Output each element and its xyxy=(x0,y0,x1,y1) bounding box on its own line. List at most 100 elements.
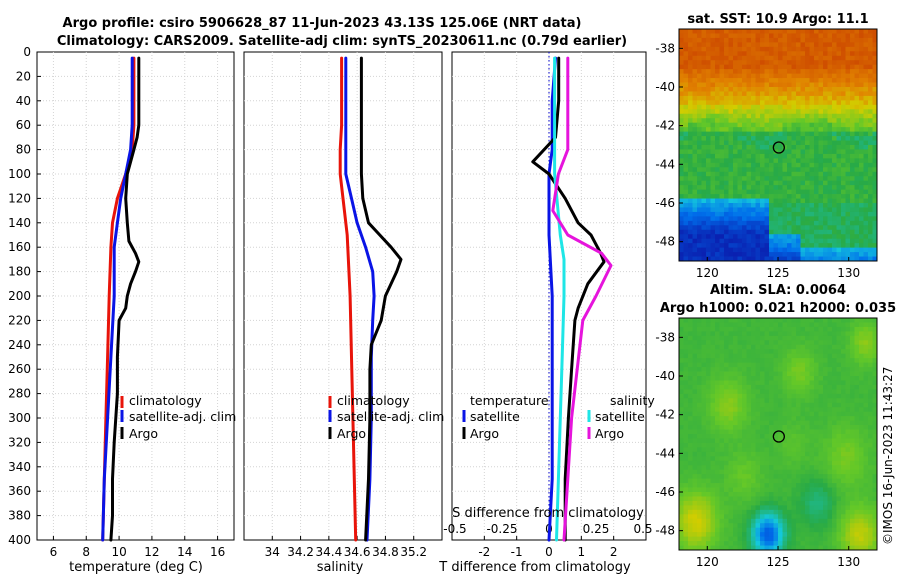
map-cell xyxy=(845,153,851,159)
map-cell xyxy=(778,371,783,377)
map-cell xyxy=(791,527,797,533)
map-cell xyxy=(863,60,869,66)
map-cell xyxy=(832,171,837,177)
map-cell xyxy=(863,536,869,542)
map-cell xyxy=(697,176,702,182)
map-cell xyxy=(845,509,851,515)
map-cell xyxy=(746,340,752,346)
map-cell xyxy=(800,483,806,488)
map-cell xyxy=(796,149,801,155)
map-cell xyxy=(836,380,842,386)
map-cell xyxy=(706,118,711,124)
map-cell xyxy=(827,220,833,226)
map-cell xyxy=(868,216,873,222)
map-cell xyxy=(823,234,828,240)
map-cell xyxy=(746,358,752,364)
map-cell xyxy=(773,420,779,426)
map-cell xyxy=(832,100,837,106)
map-cell xyxy=(733,340,738,346)
map-cell xyxy=(688,64,693,70)
map-cell xyxy=(850,384,855,390)
map-cell xyxy=(764,33,770,39)
map-cell xyxy=(814,167,819,173)
map-cell xyxy=(710,483,716,488)
map-cell xyxy=(710,60,716,66)
map-cell xyxy=(782,91,788,97)
map-cell xyxy=(724,113,729,119)
map-cell xyxy=(683,198,689,204)
map-cell xyxy=(760,469,765,475)
map-cell xyxy=(688,460,693,466)
map-cell xyxy=(841,389,846,395)
map-cell xyxy=(827,331,833,337)
map-cell xyxy=(827,145,833,150)
map-cell xyxy=(854,393,860,399)
map-cell xyxy=(782,371,788,377)
map-cell xyxy=(809,176,815,182)
map-cell xyxy=(787,322,792,328)
map-cell xyxy=(733,216,738,222)
map-cell xyxy=(818,429,824,435)
map-cell xyxy=(688,127,693,133)
map-cell xyxy=(728,358,734,364)
map-cell xyxy=(692,104,698,110)
map-cell xyxy=(872,532,877,538)
map-cell xyxy=(787,171,792,177)
map-cell xyxy=(859,331,864,337)
map-cell xyxy=(872,340,877,346)
map-cell xyxy=(791,42,797,48)
map-cell xyxy=(701,189,707,195)
map-cell xyxy=(724,349,729,355)
map-cell xyxy=(818,149,824,155)
map-cell xyxy=(755,37,761,43)
map-cell xyxy=(751,113,756,119)
map-cell xyxy=(701,505,707,511)
map-cell xyxy=(863,194,869,199)
map-cell xyxy=(737,505,743,511)
map-cell xyxy=(823,335,828,341)
map-cell xyxy=(769,447,774,453)
map-cell xyxy=(697,243,702,249)
map-cell xyxy=(746,140,752,146)
map-cell xyxy=(737,349,743,355)
map-cell xyxy=(697,416,702,422)
map-cell xyxy=(818,340,824,346)
map-cell xyxy=(719,425,725,430)
map-cell xyxy=(769,220,774,226)
map-cell xyxy=(841,340,846,346)
map-cell xyxy=(800,326,806,332)
map-cell xyxy=(863,460,869,466)
map-cell xyxy=(710,456,716,462)
map-cell xyxy=(679,474,684,480)
map-cell xyxy=(805,425,810,430)
x-tick-label: 14 xyxy=(177,545,192,559)
map-cell xyxy=(706,358,711,364)
map-cell xyxy=(827,198,833,204)
map-cell xyxy=(715,229,720,235)
map-cell xyxy=(679,55,684,61)
map-cell xyxy=(769,434,774,439)
map-cell xyxy=(787,505,792,511)
map-cell xyxy=(863,42,869,48)
map-cell xyxy=(823,411,828,417)
map-cell xyxy=(679,402,684,408)
map-cell xyxy=(692,78,698,83)
map-cell xyxy=(755,402,761,408)
map-cell xyxy=(814,220,819,226)
map-cell xyxy=(706,478,711,484)
map-cell xyxy=(697,91,702,97)
map-cell xyxy=(850,518,855,524)
map-cell xyxy=(751,505,756,511)
map-cell xyxy=(701,541,707,546)
map-cell xyxy=(683,532,689,538)
map-cell xyxy=(733,82,738,88)
map-cell xyxy=(746,376,752,381)
map-cell xyxy=(724,492,729,497)
map-cell xyxy=(746,104,752,110)
map-cell xyxy=(872,518,877,524)
map-cell xyxy=(764,447,770,453)
map-cell xyxy=(715,509,720,515)
map-cell xyxy=(778,203,783,208)
map-cell xyxy=(683,95,689,101)
map-cell xyxy=(800,167,806,173)
